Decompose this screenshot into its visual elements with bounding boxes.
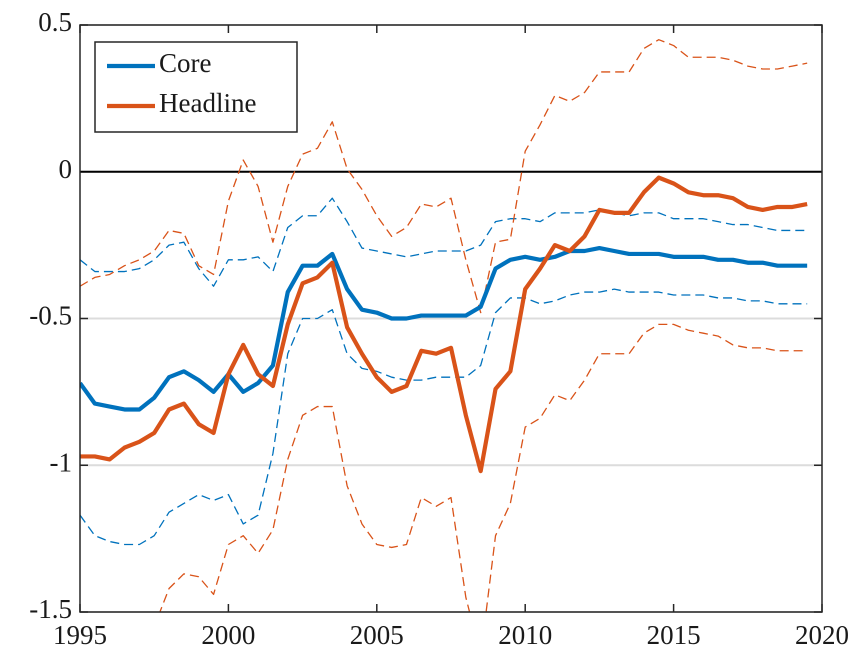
legend-box <box>94 41 298 133</box>
x-tick-label: 2000 <box>201 620 255 650</box>
band-line <box>80 288 808 546</box>
series-line <box>80 175 808 474</box>
x-tick-label: 2005 <box>350 620 404 650</box>
band-line <box>80 39 808 314</box>
x-tick-label: 1995 <box>53 620 107 650</box>
series-line <box>80 245 808 412</box>
plot-area <box>80 39 808 612</box>
x-tick-label: 2015 <box>647 620 701 650</box>
band-line <box>159 323 808 612</box>
y-tick-label: 0 <box>59 154 73 184</box>
y-tick-label: -1 <box>50 447 73 477</box>
x-tick-label: 2020 <box>795 620 849 650</box>
legend-label: Core <box>159 48 212 78</box>
axes-box <box>79 24 823 613</box>
x-tick-label: 2010 <box>498 620 552 650</box>
band-line <box>80 197 808 287</box>
y-tick-label: -0.5 <box>29 301 72 331</box>
y-tick-label: -1.5 <box>29 594 72 624</box>
legend-label: Headline <box>159 88 256 118</box>
y-tick-label: 0.5 <box>38 7 72 37</box>
